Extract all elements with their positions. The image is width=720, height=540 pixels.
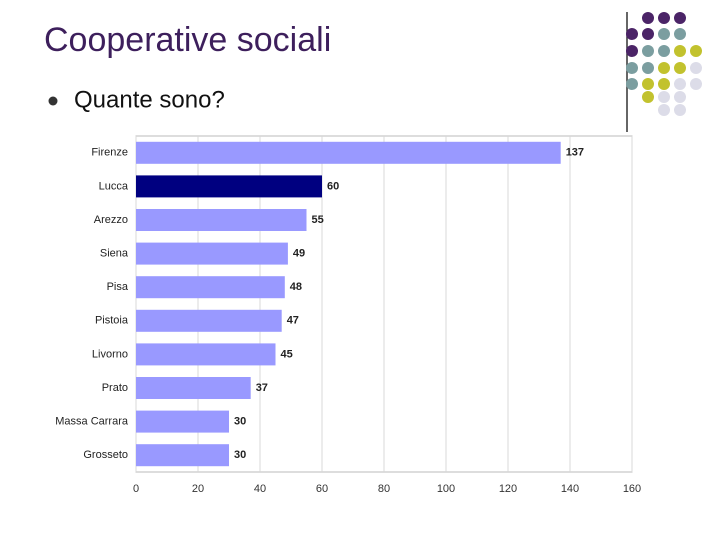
bar bbox=[136, 276, 285, 299]
y-tick-label: Lucca bbox=[99, 180, 129, 192]
x-tick-label: 20 bbox=[192, 483, 204, 495]
bar bbox=[136, 141, 561, 164]
x-tick-label: 160 bbox=[623, 483, 641, 495]
x-tick-label: 60 bbox=[316, 483, 328, 495]
y-tick-label: Firenze bbox=[91, 147, 128, 159]
y-tick-label: Livorno bbox=[92, 348, 128, 360]
y-tick-label: Prato bbox=[102, 382, 128, 394]
y-tick-label: Pisa bbox=[107, 281, 129, 293]
value-label: 45 bbox=[281, 348, 293, 360]
y-tick-label: Siena bbox=[100, 248, 129, 260]
y-tick-label: Massa Carrara bbox=[55, 416, 129, 428]
x-tick-label: 120 bbox=[499, 483, 517, 495]
y-tick-label: Pistoia bbox=[95, 315, 129, 327]
bullet-dot bbox=[48, 96, 58, 106]
y-tick-label: Grosseto bbox=[83, 449, 128, 461]
bar bbox=[136, 175, 322, 198]
value-label: 49 bbox=[293, 248, 305, 260]
bar bbox=[136, 309, 282, 332]
x-tick-label: 100 bbox=[437, 483, 455, 495]
value-label: 55 bbox=[312, 214, 324, 226]
bar bbox=[136, 209, 307, 231]
value-label: 37 bbox=[256, 382, 268, 394]
y-tick-label: Arezzo bbox=[94, 214, 128, 226]
bar bbox=[136, 410, 229, 433]
x-tick-label: 0 bbox=[133, 483, 139, 495]
bar bbox=[136, 242, 288, 265]
slide-title: Cooperative sociali bbox=[44, 21, 331, 59]
bar bbox=[136, 377, 251, 399]
value-label: 47 bbox=[287, 315, 299, 327]
value-label: 137 bbox=[566, 147, 584, 159]
bullet-text: Quante sono? bbox=[74, 86, 225, 113]
bar bbox=[136, 343, 276, 366]
value-label: 48 bbox=[290, 281, 302, 293]
x-tick-label: 140 bbox=[561, 483, 579, 495]
value-label: 60 bbox=[327, 180, 339, 192]
value-label: 30 bbox=[234, 449, 246, 461]
x-tick-label: 40 bbox=[254, 483, 266, 495]
value-label: 30 bbox=[234, 416, 246, 428]
chart: 0 20 40 60 80 100 120 140 160 Firenze 137 Lucca 60 Ar… bbox=[55, 135, 641, 495]
decoration bbox=[626, 12, 702, 132]
bar bbox=[136, 444, 229, 467]
x-tick-label: 80 bbox=[378, 483, 390, 495]
